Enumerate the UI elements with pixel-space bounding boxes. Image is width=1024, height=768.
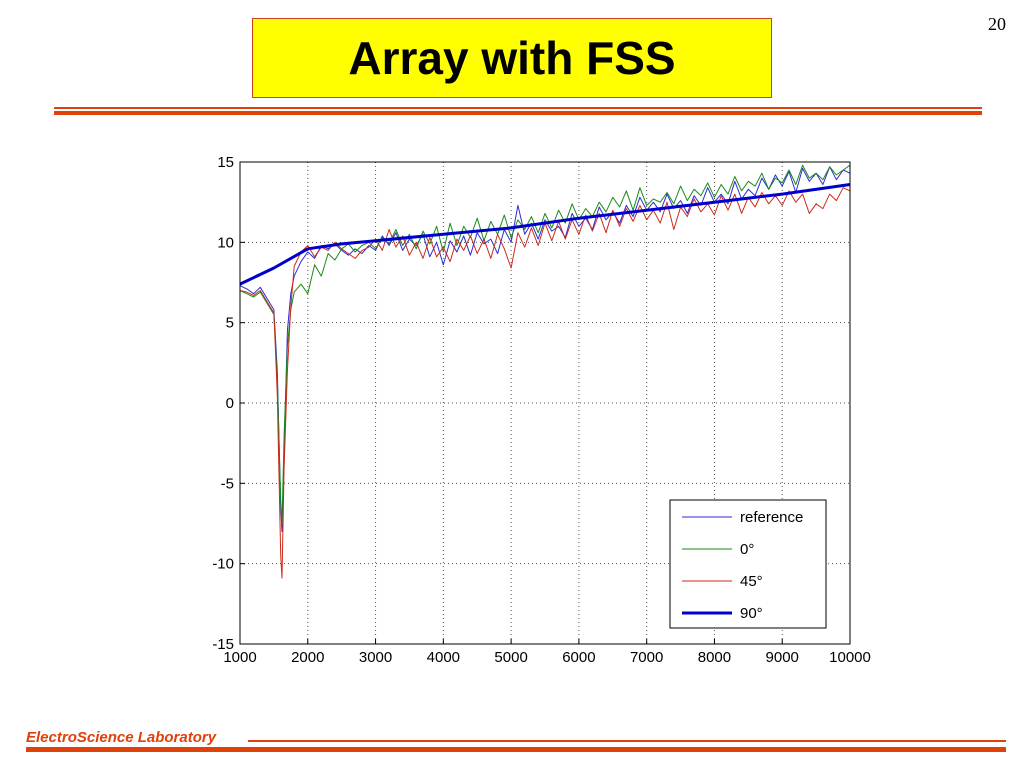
legend-box xyxy=(669,499,827,629)
series-lines xyxy=(239,164,851,579)
series-line-2 xyxy=(239,187,851,579)
title-rule-thick xyxy=(54,111,982,115)
y-tick-label: 5 xyxy=(226,315,234,332)
slide-title: Array with FSS xyxy=(348,32,676,84)
y-tick-label: -5 xyxy=(221,475,234,492)
x-tick-label: 8000 xyxy=(698,649,731,666)
x-tick-label: 2000 xyxy=(291,649,324,666)
x-tick-label: 9000 xyxy=(766,649,799,666)
x-tick-label: 3000 xyxy=(359,649,392,666)
legend: reference 0° 45° 90° xyxy=(669,499,827,629)
legend-entry-label: reference xyxy=(740,509,803,526)
legend-entry-label: 45° xyxy=(740,573,763,590)
footer-rule-thick xyxy=(26,747,1006,752)
series-line-1 xyxy=(239,164,851,524)
footer-rule-thin xyxy=(248,740,1006,742)
title-rule-thin xyxy=(54,107,982,109)
series-line-3 xyxy=(239,183,851,286)
x-tick-label: 6000 xyxy=(562,649,595,666)
y-tick-label: -15 xyxy=(212,636,234,653)
line-chart: 1000 2000 3000 4000 5000 6000 7000 8000 9000 1000… xyxy=(212,154,871,666)
x-tick-label: 7000 xyxy=(630,649,663,666)
x-tick-label: 10000 xyxy=(829,649,871,666)
y-tick-label: 0 xyxy=(226,395,234,412)
legend-entry-label: 0° xyxy=(740,541,754,558)
x-tick-label: 5000 xyxy=(494,649,527,666)
y-tick-label: -10 xyxy=(212,556,234,573)
footer-lab-name: ElectroScience Laboratory xyxy=(26,729,217,746)
title-box: Array with FSS xyxy=(252,18,772,98)
y-tick-label: 15 xyxy=(217,154,234,171)
tick-labels: 1000 2000 3000 4000 5000 6000 7000 8000 9000 1000… xyxy=(212,154,871,666)
legend-entry-label: 90° xyxy=(740,605,763,622)
x-tick-label: 4000 xyxy=(427,649,460,666)
y-tick-label: 10 xyxy=(217,234,234,251)
series-line-0 xyxy=(239,166,851,532)
chart-container: 1000 2000 3000 4000 5000 6000 7000 8000 9000 1000… xyxy=(196,148,876,680)
x-tick-label: 1000 xyxy=(223,649,256,666)
page-number: 20 xyxy=(988,14,1006,34)
